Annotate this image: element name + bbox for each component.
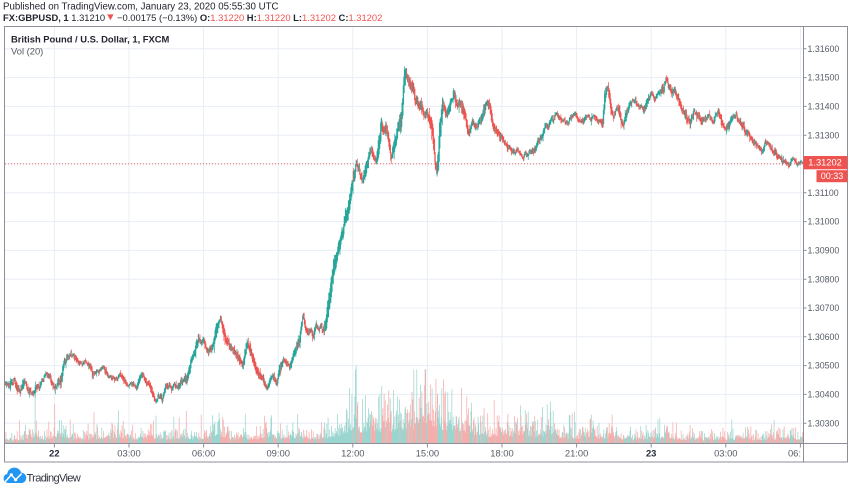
svg-text:03:00: 03:00 (714, 448, 737, 459)
svg-text:TradingView: TradingView (27, 472, 82, 484)
svg-text:1.31400: 1.31400 (808, 102, 840, 112)
svg-text:1.31000: 1.31000 (808, 217, 840, 227)
svg-text:1.30800: 1.30800 (808, 274, 840, 284)
svg-text:03:00: 03:00 (117, 448, 140, 459)
svg-text:1.30500: 1.30500 (808, 361, 840, 371)
svg-text:22: 22 (49, 448, 59, 459)
svg-text:British Pound / U.S. Dollar, 1: British Pound / U.S. Dollar, 1, FXCM (11, 34, 170, 45)
svg-text:−0.00175 (−0.13%) O:1.31220 H:: −0.00175 (−0.13%) O:1.31220 H:1.31220 L:… (117, 12, 382, 23)
svg-text:1.30600: 1.30600 (808, 332, 840, 342)
svg-text:21:00: 21:00 (565, 448, 588, 459)
svg-text:00:33: 00:33 (821, 171, 844, 181)
svg-text:1.30300: 1.30300 (808, 418, 840, 428)
svg-text:1.30700: 1.30700 (808, 303, 840, 313)
svg-text:12:00: 12:00 (341, 448, 364, 459)
svg-text:Published on TradingView.com,: Published on TradingView.com, January 23… (3, 2, 279, 13)
svg-text:1.31202: 1.31202 (808, 158, 842, 168)
svg-text:06:: 06: (788, 448, 801, 459)
svg-text:09:00: 09:00 (266, 448, 289, 459)
svg-text:1.31500: 1.31500 (808, 73, 840, 83)
svg-text:18:00: 18:00 (490, 448, 513, 459)
svg-text:Vol (20): Vol (20) (11, 46, 43, 57)
svg-text:FX:GBPUSD, 1 1.31210: FX:GBPUSD, 1 1.31210 (3, 12, 105, 23)
svg-text:1.30900: 1.30900 (808, 246, 840, 256)
svg-text:1.31300: 1.31300 (808, 130, 840, 140)
svg-text:1.31100: 1.31100 (808, 188, 839, 198)
svg-text:06:00: 06:00 (192, 448, 215, 459)
svg-text:1.30400: 1.30400 (808, 390, 840, 400)
svg-text:1.31600: 1.31600 (808, 44, 840, 54)
svg-text:15:00: 15:00 (416, 448, 439, 459)
svg-text:23: 23 (646, 448, 656, 459)
